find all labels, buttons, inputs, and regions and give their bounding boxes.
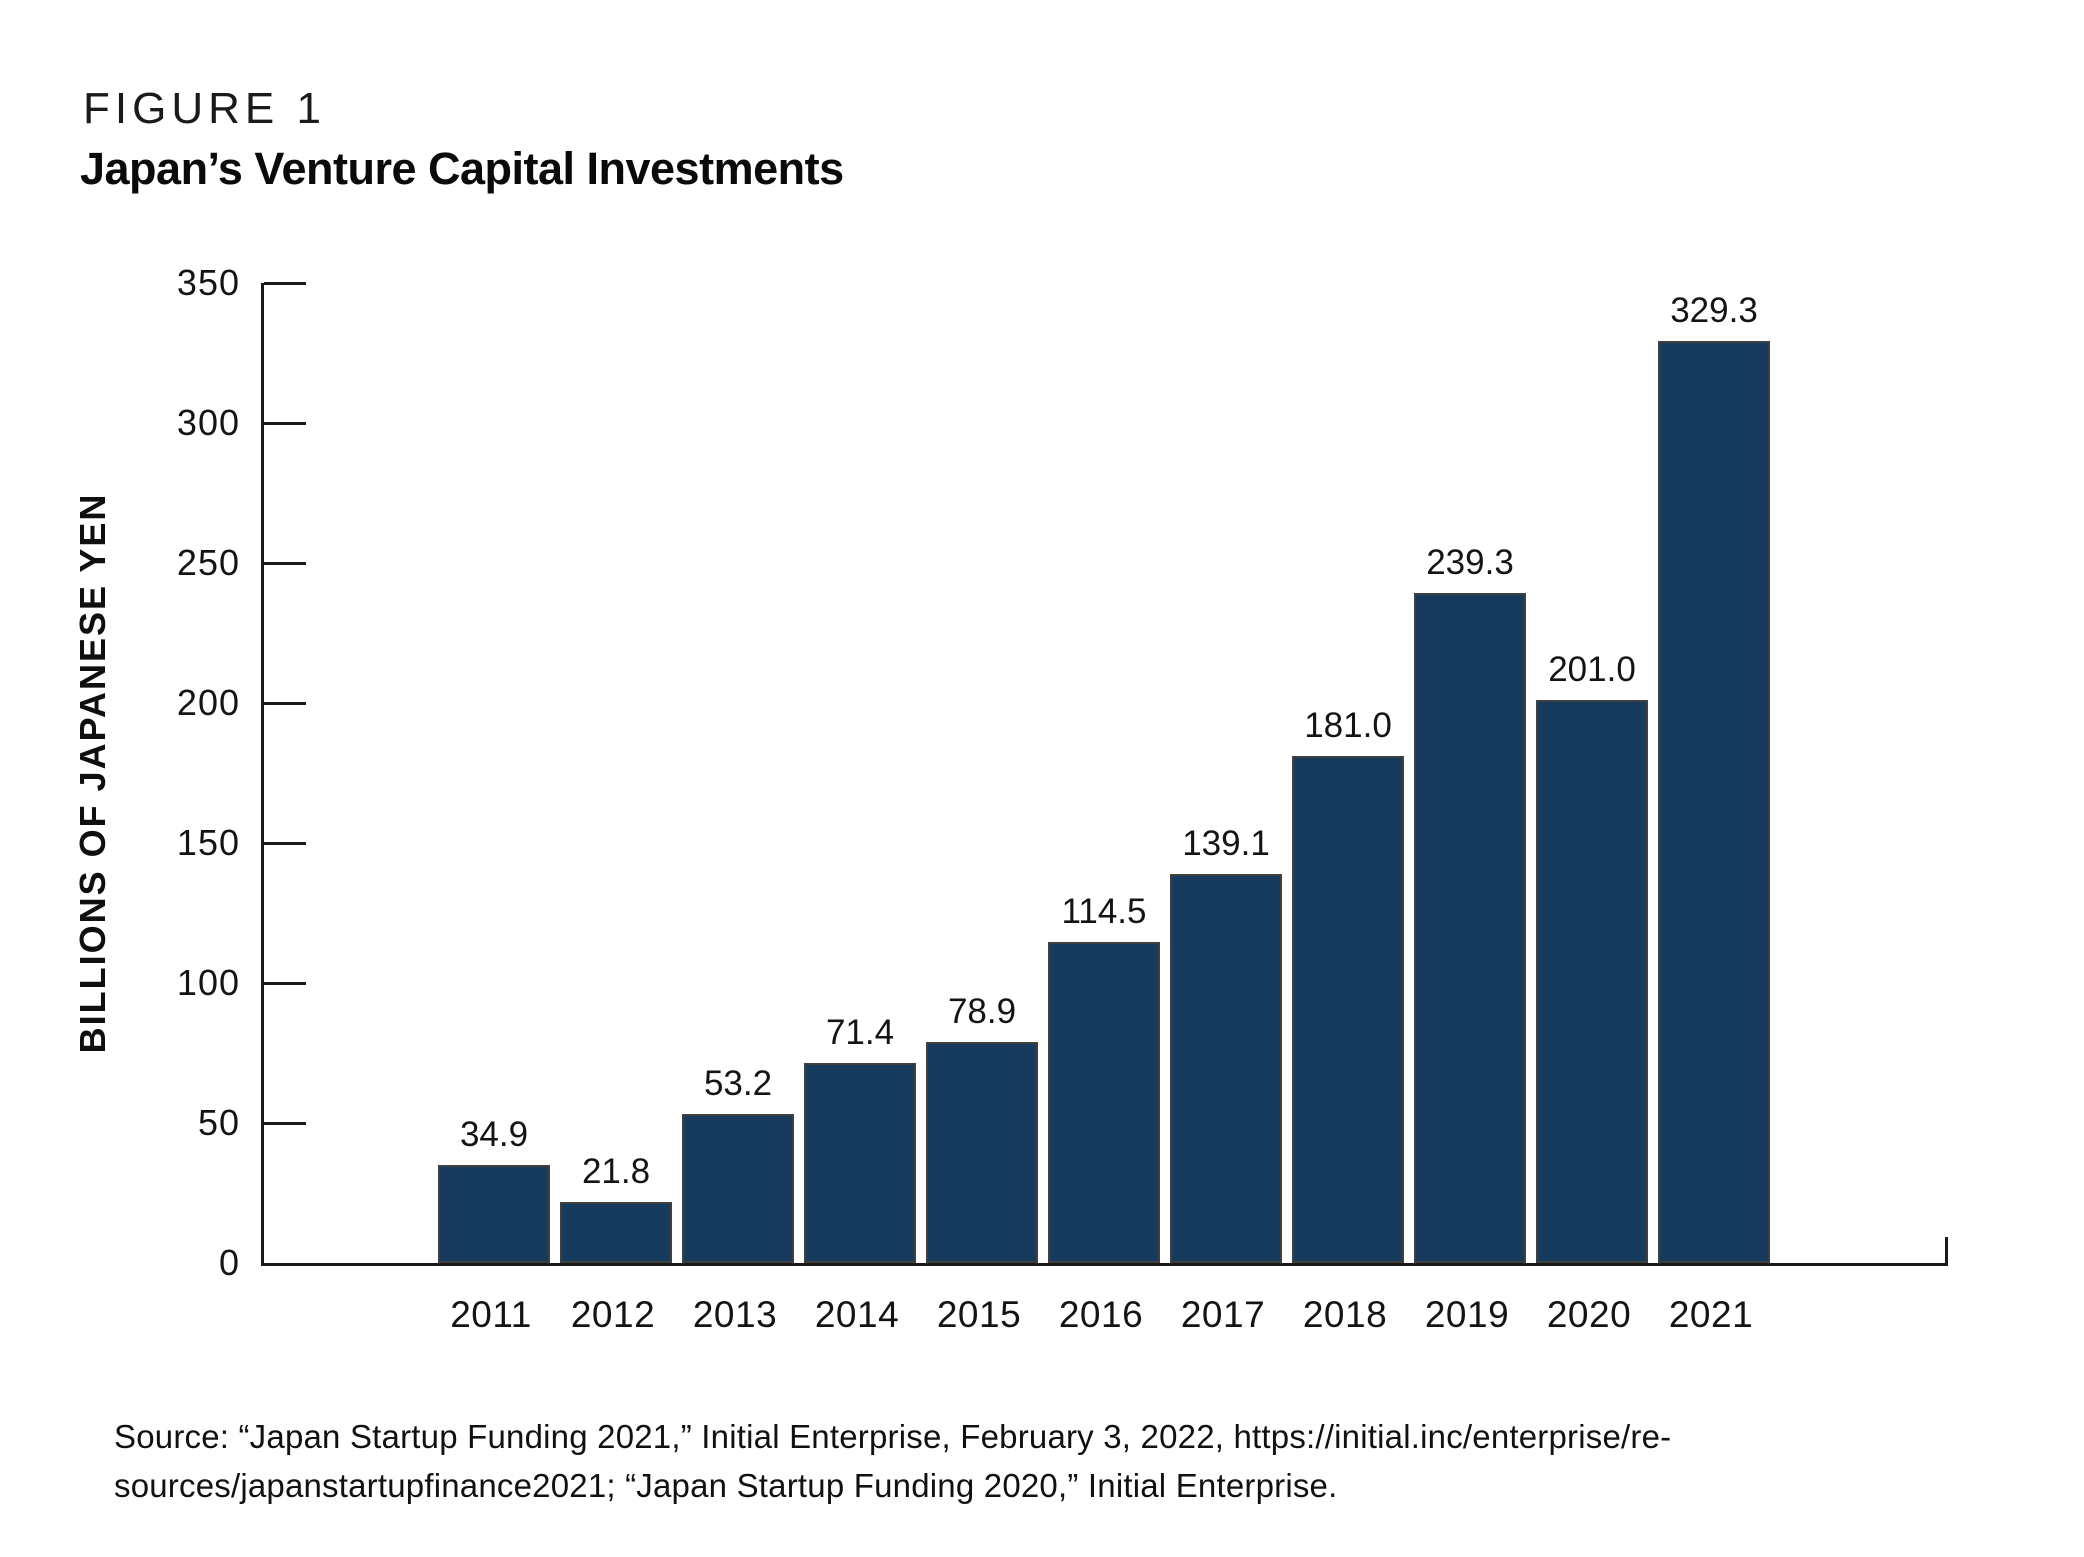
figure-title: Japan’s Venture Capital Investments [80,143,844,194]
x-tick-label: 2011 [450,1294,532,1335]
x-tick-label: 2015 [936,1294,1022,1335]
y-tick-label: 0 [218,1242,240,1283]
x-tick-label: 2017 [1180,1294,1266,1335]
y-tick-mark [264,981,306,985]
y-tick-mark [264,701,306,705]
x-tick-label: 2021 [1668,1294,1754,1335]
bar-2019 [1414,592,1526,1263]
bar-2014 [804,1063,916,1263]
y-tick-label: 200 [176,682,240,723]
bar-2020 [1536,700,1648,1263]
source-line-2: sources/japanstartupfinance2021; “Japan … [114,1467,1338,1504]
figure-number-label: FIGURE 1 [83,84,326,133]
y-tick-label: 100 [176,962,240,1003]
x-tick-label: 2014 [814,1294,900,1335]
y-tick-mark [264,841,306,845]
bar-value-label: 21.8 [581,1151,651,1191]
y-tick-label: 50 [197,1102,240,1143]
source-line-1: Source: “Japan Startup Funding 2021,” In… [114,1418,1672,1455]
y-tick-label: 150 [176,822,240,863]
bar-2011 [438,1165,550,1263]
bar-2012 [560,1201,672,1263]
bar-value-label: 239.3 [1426,542,1514,582]
bar-2021 [1658,340,1770,1263]
x-tick-label: 2019 [1424,1294,1510,1335]
source-note: Source: “Japan Startup Funding 2021,” In… [114,1412,1671,1510]
y-tick-mark [264,281,306,285]
y-tick-label: 350 [176,262,240,303]
bar-value-label: 34.9 [459,1115,529,1155]
bar-2013 [682,1114,794,1263]
bar-value-label: 201.0 [1548,650,1636,690]
x-tick-label: 2018 [1302,1294,1388,1335]
bar-value-label: 114.5 [1061,892,1147,932]
x-tick-label: 2020 [1546,1294,1632,1335]
x-tick-label: 2012 [570,1294,656,1335]
y-tick-mark [264,421,306,425]
bar-value-label: 139.1 [1182,823,1270,863]
bar-value-label: 329.3 [1670,290,1758,330]
bar-2017 [1170,873,1282,1263]
y-tick-mark [264,1121,306,1125]
bar-value-label: 71.4 [825,1013,895,1053]
plot-area: 34.9 21.8 53.2 71.4 78.9 114.5 139.1 181.0 239.3… [261,281,1948,1266]
x-tick-label: 2016 [1058,1294,1144,1335]
bar-value-label: 181.0 [1304,706,1392,746]
y-tick-mark [264,561,306,565]
bar-value-label: 78.9 [947,992,1017,1032]
y-tick-label: 250 [176,542,240,583]
y-tick-label: 300 [176,402,240,443]
bar-2018 [1292,756,1404,1263]
bar-2015 [926,1042,1038,1263]
x-axis-end-tick [1945,1237,1948,1263]
bar-value-label: 53.2 [703,1064,773,1104]
x-tick-label: 2013 [692,1294,778,1335]
bar-2016 [1048,942,1160,1263]
